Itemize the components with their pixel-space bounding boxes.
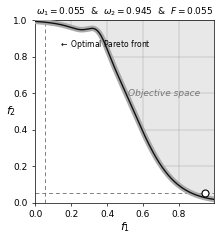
Text: $\leftarrow$ Optimal Pareto front: $\leftarrow$ Optimal Pareto front [59, 38, 150, 51]
Y-axis label: $f_2$: $f_2$ [6, 104, 16, 118]
Text: Objective space: Objective space [128, 89, 201, 98]
X-axis label: $f_1$: $f_1$ [120, 221, 130, 234]
Title: $\omega_1 = 0.055$  &  $\omega_2 = 0.945$  &  $F = 0.055$: $\omega_1 = 0.055$ & $\omega_2 = 0.945$ … [36, 6, 214, 18]
